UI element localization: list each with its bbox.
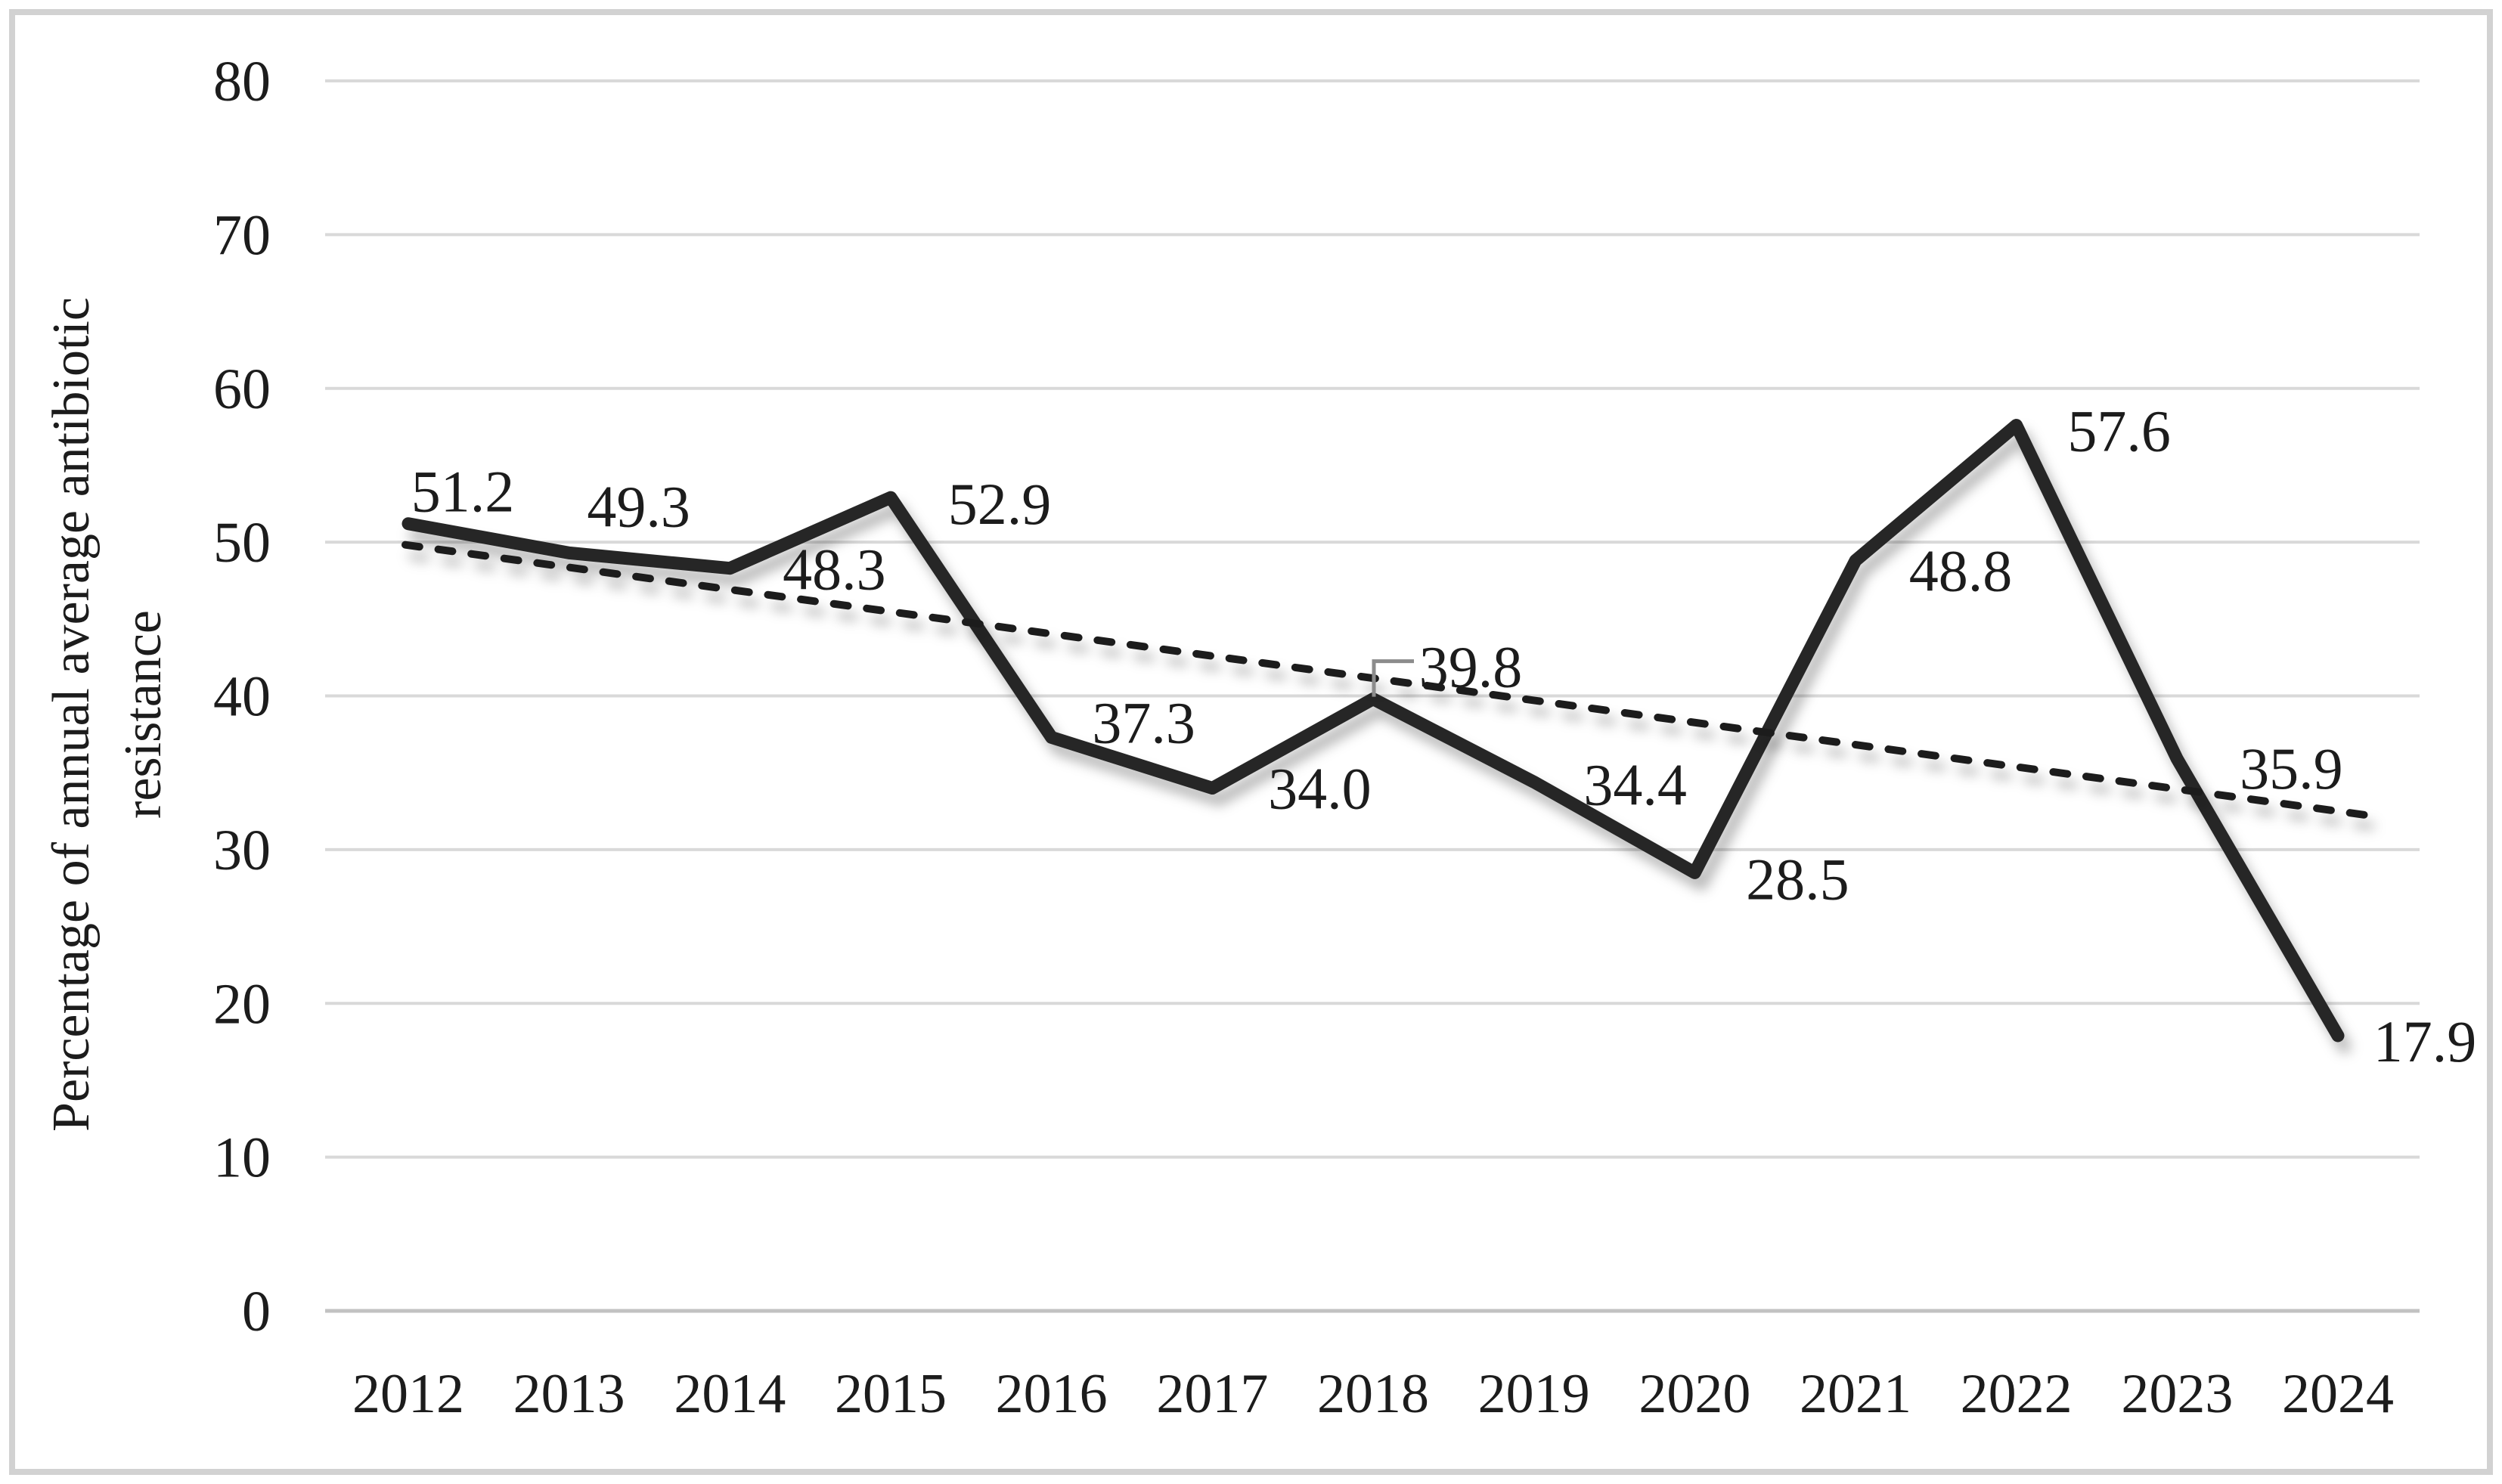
- data-label-2017: 34.0: [1268, 756, 1372, 822]
- data-label-2019: 34.4: [1583, 751, 1687, 817]
- chart-border: [9, 9, 2493, 1475]
- y-tick-label-50: 50: [213, 511, 271, 575]
- data-label-2021: 48.8: [1909, 538, 2013, 604]
- data-label-2024: 17.9: [2373, 1008, 2477, 1074]
- data-label-2014: 48.3: [783, 537, 886, 603]
- y-tick-label-80: 80: [213, 50, 271, 113]
- data-label-2023: 35.9: [2240, 736, 2343, 801]
- x-tick-label-2022: 2022: [1961, 1363, 2073, 1425]
- linear-trendline: [401, 541, 2373, 819]
- data-label-2018: 39.8: [1419, 634, 1523, 700]
- x-tick-label-2014: 2014: [674, 1363, 786, 1425]
- y-tick-label-70: 70: [213, 203, 271, 267]
- y-axis-title-line2: resistance: [114, 610, 172, 819]
- x-tick-label-2013: 2013: [513, 1363, 625, 1425]
- y-tick-label-40: 40: [213, 665, 271, 729]
- data-label-2012: 51.2: [411, 459, 515, 525]
- x-tick-label-2015: 2015: [835, 1363, 947, 1425]
- x-tick-label-2019: 2019: [1478, 1363, 1590, 1425]
- y-axis-title-line1: Percentage of annual average antibiotic: [42, 297, 101, 1132]
- y-tick-label-20: 20: [213, 972, 271, 1036]
- x-tick-label-2023: 2023: [2121, 1363, 2233, 1425]
- y-tick-label-60: 60: [213, 358, 271, 421]
- data-label-2020: 28.5: [1746, 846, 1849, 912]
- x-tick-label-2017: 2017: [1156, 1363, 1268, 1425]
- y-tick-label-0: 0: [242, 1280, 271, 1343]
- x-tick-label-2018: 2018: [1317, 1363, 1429, 1425]
- data-label-leader: [1372, 659, 1414, 697]
- data-label-2022: 57.6: [2067, 398, 2171, 464]
- x-tick-label-2021: 2021: [1800, 1363, 1911, 1425]
- x-tick-label-2020: 2020: [1639, 1363, 1750, 1425]
- y-tick-label-30: 30: [213, 819, 271, 882]
- resistance-series-line: [401, 419, 2345, 1043]
- data-label-2015: 52.9: [948, 471, 1052, 537]
- data-label-2016: 37.3: [1092, 689, 1195, 755]
- y-tick-label-10: 10: [213, 1126, 271, 1190]
- x-tick-label-2016: 2016: [996, 1363, 1108, 1425]
- data-label-2013: 49.3: [587, 473, 690, 539]
- x-tick-label-2012: 2012: [352, 1363, 464, 1425]
- x-tick-label-2024: 2024: [2282, 1363, 2394, 1425]
